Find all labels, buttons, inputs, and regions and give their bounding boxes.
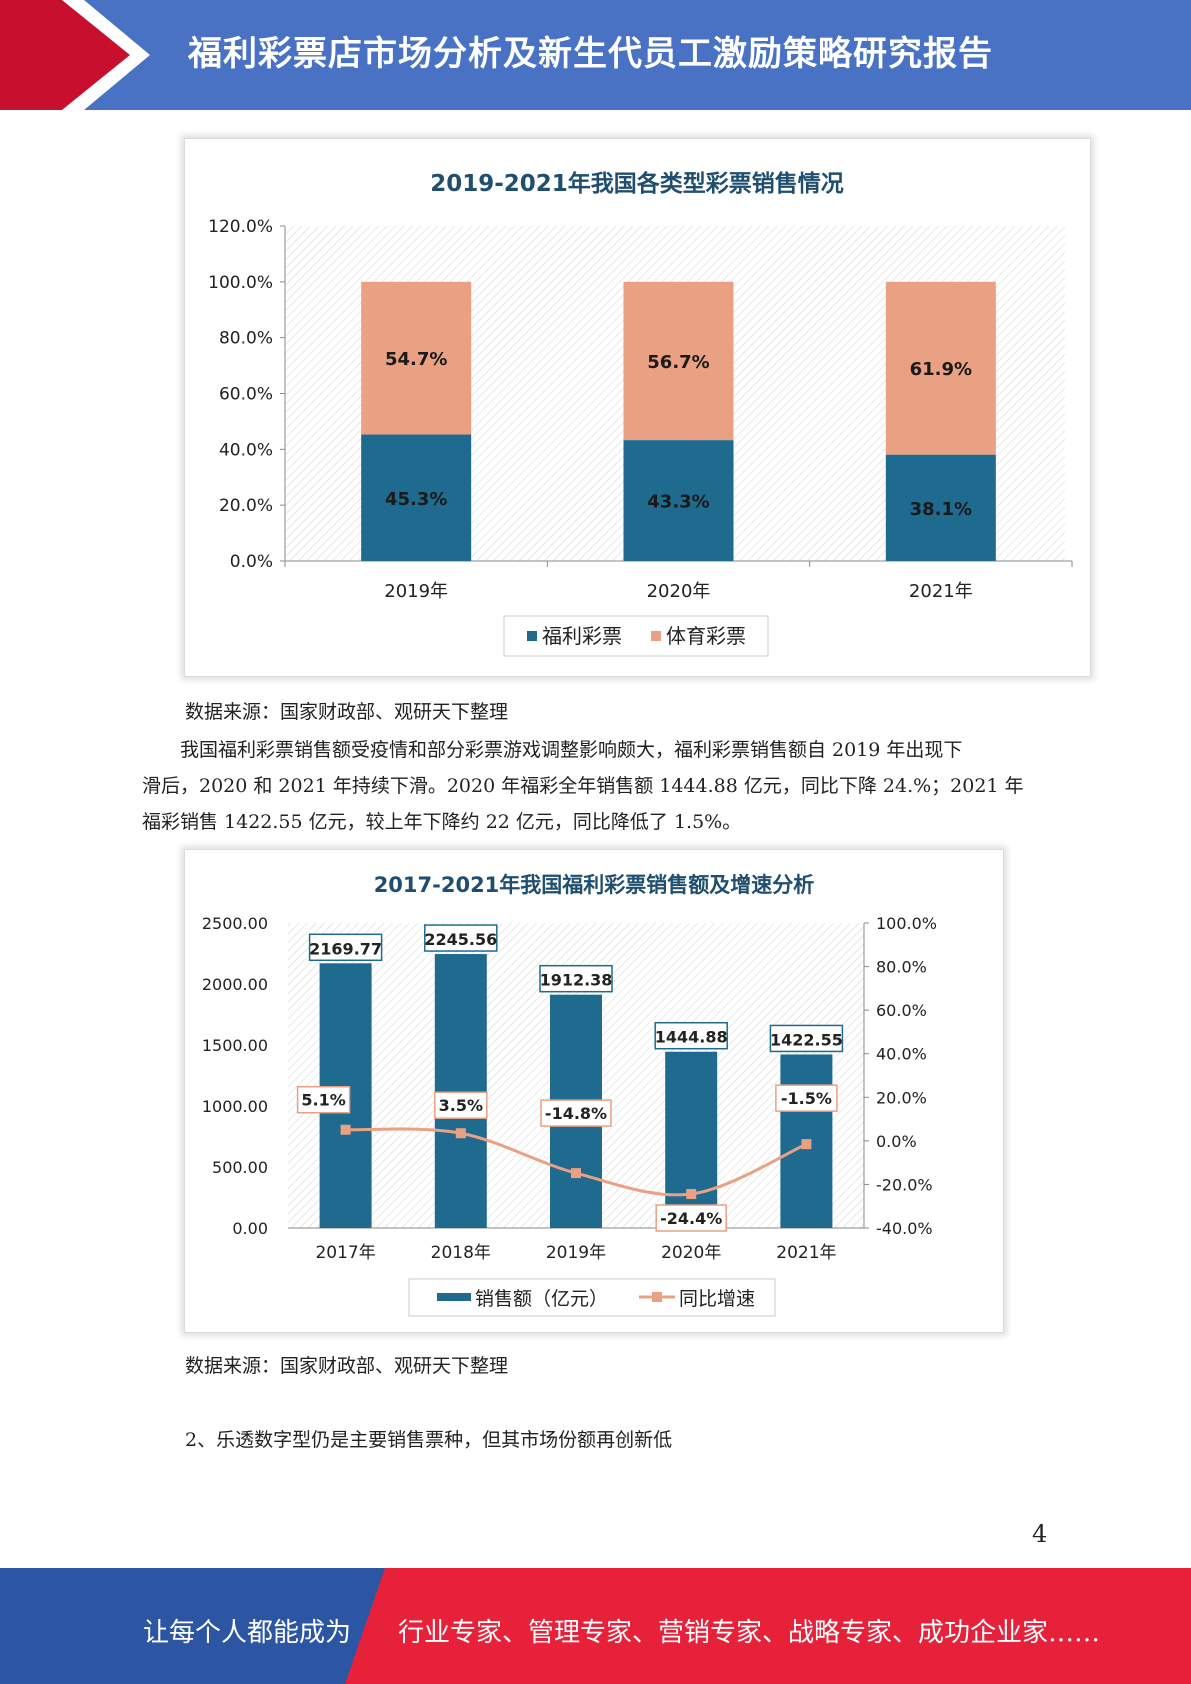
source-note-1: 数据来源：国家财政部、观研天下整理	[185, 701, 509, 723]
chart-title: 2019-2021年我国各类型彩票销售情况	[430, 170, 844, 197]
legend-box	[503, 615, 769, 657]
chart-lottery-share: 2019-2021年我国各类型彩票销售情况 0.0% 20.0% 40.0% 60.0…	[184, 138, 1091, 677]
section-heading: 2、乐透数字型仍是主要销售票种，但其市场份额再创新低	[185, 1429, 673, 1451]
data-label-box	[308, 933, 383, 962]
y-tick-label: 1000.00	[202, 1097, 268, 1116]
chart-title: 2017-2021年我国福利彩票销售额及增速分析	[374, 873, 815, 897]
bar-welfare	[623, 440, 734, 561]
y-tick-label: 60.0%	[219, 385, 273, 405]
growth-label: -24.4%	[660, 1209, 722, 1228]
data-label: 1422.55	[770, 1030, 843, 1049]
legend-marker	[652, 1292, 662, 1302]
y2-tick-label: 80.0%	[876, 958, 927, 977]
bar-sports	[623, 281, 734, 441]
x-tick-label: 2018年	[431, 1243, 491, 1263]
y-tick-label: 500.00	[212, 1158, 268, 1177]
footer-slogan-left: 让每个人都能成为	[143, 1618, 352, 1648]
growth-label-box	[655, 1204, 727, 1232]
y-tick-label: 120.0%	[208, 217, 273, 237]
x-tick-label: 2020年	[647, 581, 711, 602]
y-tick-label: 2500.00	[202, 914, 268, 933]
data-label: 43.3%	[647, 492, 709, 513]
growth-point	[801, 1139, 812, 1150]
y-tick-label: 0.0%	[230, 552, 273, 572]
y2-tick-label: -20.0%	[876, 1175, 933, 1194]
data-label: 54.7%	[385, 349, 447, 370]
data-label: 61.9%	[910, 359, 972, 380]
bar-sports	[885, 281, 996, 455]
growth-label-box	[434, 1091, 488, 1119]
data-label-box	[424, 924, 498, 952]
footer-background	[0, 1568, 1191, 1684]
y2-tick-label: 40.0%	[876, 1045, 927, 1064]
growth-point	[455, 1128, 466, 1139]
paragraph-line: 福彩销售 1422.55 亿元，较上年下降约 22 亿元，同比降低了 1.5%。	[142, 811, 742, 833]
legend-label: 同比增速	[679, 1288, 755, 1310]
bar-sports	[361, 281, 472, 435]
paragraph-line: 滑后，2020 和 2021 年持续下滑。2020 年福彩全年销售额 1444.…	[142, 775, 1024, 797]
y-tick-label: 40.0%	[219, 440, 273, 460]
data-label-box	[539, 964, 613, 993]
source-note-2: 数据来源：国家财政部、观研天下整理	[185, 1355, 509, 1377]
y2-tick-label: 20.0%	[876, 1088, 927, 1107]
y-tick-label: 2000.00	[202, 975, 268, 994]
data-label: 1444.88	[655, 1028, 728, 1047]
x-tick-label: 2021年	[776, 1243, 836, 1263]
data-label: 1912.38	[540, 971, 613, 990]
y2-tick-label: -40.0%	[876, 1219, 933, 1238]
bar-sales	[434, 954, 487, 1228]
y-tick-label: 100.0%	[208, 273, 273, 293]
legend-swatch	[651, 631, 661, 641]
data-label: 2169.77	[309, 939, 382, 958]
header-arrow-decoration	[0, 0, 150, 110]
paragraph-line: 我国福利彩票销售额受疫情和部分彩票游戏调整影响颇大，福利彩票销售额自 2019 …	[142, 739, 963, 761]
growth-point	[571, 1168, 581, 1179]
x-tick-label: 2019年	[546, 1243, 606, 1263]
page-number: 4	[1032, 1520, 1048, 1548]
data-label: 56.7%	[647, 352, 709, 373]
growth-label-box	[775, 1084, 838, 1112]
growth-point	[686, 1189, 697, 1200]
page-header: 福利彩票店市场分析及新生代员工激励策略研究报告	[0, 0, 1191, 110]
footer-slogan-right: 行业专家、管理专家、营销专家、战略专家、成功企业家……	[398, 1618, 1101, 1648]
data-label: 45.3%	[385, 489, 447, 510]
y-tick-label: 0.00	[232, 1219, 268, 1238]
y2-tick-label: 100.0%	[876, 914, 937, 933]
data-label-box	[769, 1024, 844, 1053]
x-tick-label: 2017年	[315, 1243, 375, 1263]
legend-swatch	[437, 1293, 471, 1301]
growth-label: 5.1%	[301, 1091, 345, 1110]
x-tick-label: 2021年	[909, 581, 973, 602]
bar-welfare	[361, 434, 472, 561]
chart-lottery-share-svg: 2019-2021年我国各类型彩票销售情况 0.0% 20.0% 40.0% 60.0…	[208, 170, 1073, 657]
data-label: 38.1%	[910, 499, 972, 520]
legend-swatch	[527, 631, 537, 641]
chart-welfare-sales: 2017-2021年我国福利彩票销售额及增速分析 0.00 500.00 1000.…	[184, 849, 1004, 1333]
legend-label: 福利彩票	[542, 624, 622, 648]
growth-label-box	[540, 1099, 612, 1127]
legend-label: 销售额（亿元）	[475, 1288, 608, 1310]
y2-tick-label: 60.0%	[876, 1001, 927, 1020]
data-label: 2245.56	[424, 930, 497, 949]
page-footer: 让每个人都能成为 行业专家、管理专家、营销专家、战略专家、成功企业家……	[0, 1568, 1191, 1684]
data-label-box	[654, 1021, 728, 1050]
x-tick-label: 2020年	[661, 1243, 721, 1263]
growth-point	[340, 1124, 351, 1135]
y-tick-label: 1500.00	[202, 1036, 268, 1055]
growth-label: -14.8%	[545, 1104, 607, 1123]
page-title: 福利彩票店市场分析及新生代员工激励策略研究报告	[188, 34, 993, 74]
y-tick-label: 80.0%	[219, 329, 273, 349]
bar-sales	[665, 1051, 718, 1228]
y2-tick-label: 0.0%	[876, 1132, 917, 1151]
bar-welfare	[885, 454, 996, 561]
chart-welfare-sales-svg: 2017-2021年我国福利彩票销售额及增速分析 0.00 500.00 1000.…	[202, 873, 937, 1317]
growth-label: 3.5%	[439, 1096, 483, 1115]
legend-label: 体育彩票	[666, 624, 746, 648]
paragraph-1: 我国福利彩票销售额受疫情和部分彩票游戏调整影响颇大，福利彩票销售额自 2019 …	[142, 732, 1042, 840]
growth-label: -1.5%	[781, 1089, 832, 1108]
x-tick-label: 2019年	[384, 581, 448, 602]
y-tick-label: 20.0%	[219, 496, 273, 516]
growth-label-box	[296, 1085, 351, 1114]
